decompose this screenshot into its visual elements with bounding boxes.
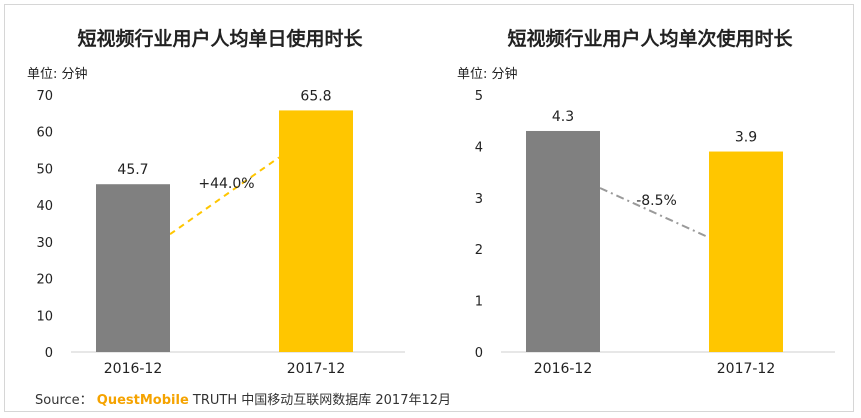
y-tick-label: 0 bbox=[45, 346, 53, 361]
source-text: TRUTH 中国移动互联网数据库 2017年12月 bbox=[192, 393, 452, 408]
bar-value-label: 45.7 bbox=[117, 162, 148, 178]
y-tick-label: 40 bbox=[36, 199, 53, 214]
y-tick-label: 4 bbox=[475, 140, 483, 155]
per-session-duration-chart: 短视频行业用户人均单次使用时长 单位: 分钟 0 1 2 3 4 5 -8.5% 4.3 3… bbox=[435, 5, 855, 385]
y-tick-label: 70 bbox=[36, 89, 53, 104]
y-axis-ticks: 0 1 2 3 4 5 bbox=[475, 89, 483, 361]
bar-2016-12 bbox=[96, 184, 170, 352]
chart-title: 短视频行业用户人均单日使用时长 bbox=[77, 27, 363, 50]
growth-connector-line bbox=[599, 187, 710, 239]
category-labels: 2016-12 2017-12 bbox=[104, 361, 346, 377]
x-category-label: 2016-12 bbox=[104, 361, 163, 377]
y-tick-label: 30 bbox=[36, 236, 53, 251]
y-tick-label: 20 bbox=[36, 273, 53, 288]
chart-title: 短视频行业用户人均单次使用时长 bbox=[507, 27, 793, 50]
x-category-label: 2017-12 bbox=[287, 361, 346, 377]
bar-value-label: 65.8 bbox=[300, 88, 331, 104]
bar-value-label: 3.9 bbox=[735, 130, 757, 146]
growth-label: +44.0% bbox=[198, 176, 254, 192]
figure-frame: 短视频行业用户人均单日使用时长 单位: 分钟 0 10 20 30 40 50 60 70 +… bbox=[4, 4, 854, 412]
questmobile-brand: QuestMobile bbox=[96, 393, 189, 408]
per-session-duration-svg: 短视频行业用户人均单次使用时长 单位: 分钟 0 1 2 3 4 5 -8.5% 4.3 3… bbox=[457, 27, 835, 377]
bar-2016-12 bbox=[526, 130, 600, 352]
category-labels: 2016-12 2017-12 bbox=[534, 361, 776, 377]
y-tick-label: 50 bbox=[36, 162, 53, 177]
y-axis-ticks: 0 10 20 30 40 50 60 70 bbox=[36, 89, 53, 361]
source-prefix: Source： bbox=[35, 393, 93, 408]
x-category-label: 2016-12 bbox=[534, 361, 593, 377]
x-category-label: 2017-12 bbox=[717, 361, 776, 377]
growth-label: -8.5% bbox=[636, 193, 677, 209]
unit-label: 单位: 分钟 bbox=[457, 66, 518, 82]
y-tick-label: 60 bbox=[36, 126, 53, 141]
source-note: Source： QuestMobile TRUTH 中国移动互联网数据库 201… bbox=[35, 389, 451, 408]
bar-2017-12 bbox=[709, 151, 783, 352]
bar-value-label: 4.3 bbox=[552, 109, 574, 125]
bars: 4.3 3.9 bbox=[526, 109, 783, 352]
y-tick-label: 1 bbox=[475, 295, 483, 310]
bars: 45.7 65.8 bbox=[96, 88, 353, 352]
daily-duration-chart: 短视频行业用户人均单日使用时长 单位: 分钟 0 10 20 30 40 50 60 70 +… bbox=[5, 5, 425, 385]
y-tick-label: 2 bbox=[475, 243, 483, 258]
y-tick-label: 5 bbox=[475, 89, 483, 104]
y-tick-label: 10 bbox=[36, 309, 53, 324]
bar-2017-12 bbox=[279, 110, 353, 352]
y-tick-label: 3 bbox=[475, 192, 483, 207]
unit-label: 单位: 分钟 bbox=[27, 66, 88, 82]
growth-connector-line bbox=[169, 156, 280, 236]
daily-duration-svg: 短视频行业用户人均单日使用时长 单位: 分钟 0 10 20 30 40 50 60 70 +… bbox=[27, 27, 405, 377]
y-tick-label: 0 bbox=[475, 346, 483, 361]
